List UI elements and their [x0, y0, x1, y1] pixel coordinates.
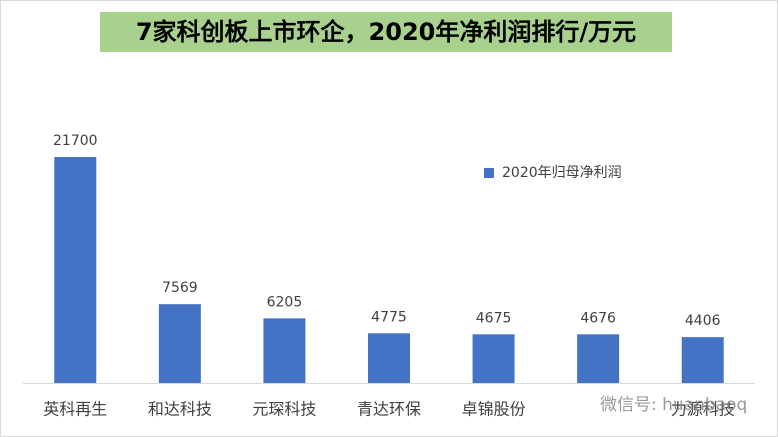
watermark: 微信号: huanbaoq — [600, 395, 747, 415]
bar — [368, 333, 410, 383]
bar — [472, 334, 515, 383]
x-tick-label: 元琛科技 — [252, 400, 316, 419]
data-label: 4775 — [371, 309, 407, 325]
data-label: 4676 — [580, 310, 616, 326]
bar — [263, 318, 306, 383]
x-tick-label: 英科再生 — [43, 400, 107, 419]
title-box — [100, 12, 672, 52]
data-label: 7569 — [162, 280, 198, 296]
data-label: 4675 — [476, 310, 512, 326]
x-tick-label: 卓锦股份 — [462, 400, 526, 419]
bar — [54, 157, 97, 383]
chart-title: 7家科创板上市环企，2020年净利润排行/万元 — [136, 18, 636, 46]
legend-label: 2020年归母净利润 — [502, 164, 622, 181]
bar — [681, 337, 724, 383]
x-tick-label: 力源科技 — [671, 400, 735, 419]
data-label: 21700 — [53, 133, 98, 149]
x-tick-label: 和达科技 — [148, 400, 212, 419]
legend-swatch — [484, 168, 494, 178]
bar — [577, 334, 620, 383]
bar — [158, 304, 201, 383]
data-label: 6205 — [267, 294, 303, 310]
x-tick-label: 青达环保 — [357, 400, 421, 419]
data-label: 4406 — [685, 313, 721, 329]
